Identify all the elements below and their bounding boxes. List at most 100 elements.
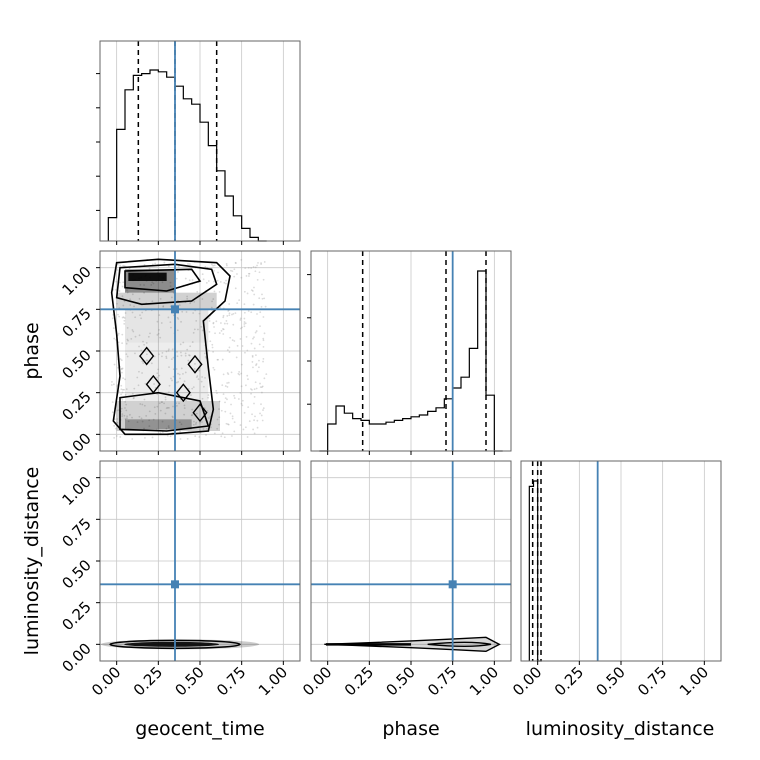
- scatter-point: [262, 316, 265, 318]
- scatter-point: [175, 368, 178, 370]
- scatter-point: [176, 351, 178, 353]
- scatter-point: [186, 348, 189, 351]
- scatter-point: [113, 363, 116, 366]
- y-tick-label: 0.25: [58, 388, 94, 424]
- scatter-point: [243, 325, 246, 328]
- scatter-point: [125, 342, 128, 345]
- scatter-point: [200, 326, 203, 328]
- x-tick-label: 0.50: [592, 663, 628, 699]
- scatter-point: [167, 425, 170, 427]
- scatter-point: [158, 402, 161, 405]
- contour-inner: [427, 641, 492, 648]
- density-cell: [128, 272, 167, 281]
- scatter-point: [160, 322, 163, 324]
- scatter-point: [243, 321, 246, 323]
- scatter-point: [159, 336, 162, 339]
- scatter-point: [192, 331, 195, 334]
- scatter-point: [213, 368, 216, 371]
- scatter-point: [162, 305, 165, 308]
- scatter-point: [123, 322, 126, 325]
- scatter-point: [263, 297, 266, 300]
- scatter-point: [116, 269, 119, 271]
- scatter-point: [139, 403, 142, 405]
- scatter-point: [198, 369, 201, 372]
- scatter-point: [195, 421, 198, 424]
- scatter-point: [212, 366, 215, 369]
- scatter-point: [224, 410, 227, 413]
- scatter-point: [222, 373, 225, 376]
- x-tick-label: 0.75: [213, 663, 249, 699]
- scatter-point: [141, 420, 144, 423]
- x-axis-label-phase: phase: [382, 718, 439, 740]
- scatter-point: [240, 276, 243, 279]
- scatter-point: [196, 328, 199, 331]
- scatter-point: [239, 317, 242, 320]
- scatter-point: [160, 401, 163, 404]
- scatter-point: [228, 346, 231, 349]
- scatter-point: [127, 339, 129, 342]
- scatter-point: [143, 284, 145, 286]
- scatter-point: [233, 268, 236, 271]
- scatter-point: [235, 356, 238, 359]
- scatter-point: [243, 303, 246, 306]
- scatter-point: [256, 426, 259, 429]
- scatter-point: [240, 258, 243, 261]
- scatter-point: [145, 414, 148, 417]
- scatter-point: [171, 415, 174, 418]
- scatter-point: [117, 341, 120, 344]
- scatter-point: [227, 310, 230, 312]
- scatter-point: [177, 380, 180, 383]
- scatter-point: [218, 408, 220, 410]
- scatter-point: [207, 280, 210, 282]
- scatter-point: [194, 423, 197, 425]
- scatter-point: [200, 380, 203, 383]
- scatter-point: [250, 392, 252, 395]
- scatter-point: [151, 281, 154, 284]
- y-tick-label: 0.25: [58, 598, 94, 634]
- scatter-point: [252, 266, 255, 268]
- scatter-point: [234, 287, 237, 290]
- scatter-point: [223, 322, 226, 325]
- scatter-point: [138, 370, 140, 373]
- x-tick-label: 0.25: [130, 663, 166, 699]
- scatter-point: [121, 333, 124, 336]
- scatter-point: [263, 377, 266, 380]
- x-tick-label: 0.00: [88, 663, 124, 699]
- scatter-point: [247, 267, 250, 269]
- scatter-point: [204, 356, 207, 358]
- scatter-point: [190, 414, 193, 417]
- scatter-point: [153, 406, 156, 409]
- x-tick-label: 0.25: [341, 663, 377, 699]
- scatter-point: [220, 322, 222, 324]
- scatter-point: [205, 282, 208, 284]
- scatter-point: [258, 366, 260, 369]
- scatter-point: [207, 394, 210, 396]
- scatter-point: [125, 388, 128, 390]
- scatter-point: [180, 354, 183, 357]
- scatter-point: [111, 401, 114, 404]
- scatter-point: [231, 417, 234, 420]
- scatter-point: [218, 416, 221, 419]
- y-tick-label: 0.75: [58, 304, 94, 340]
- scatter-point: [149, 332, 151, 335]
- scatter-point: [225, 263, 228, 265]
- scatter-point: [262, 337, 265, 340]
- scatter-point: [247, 310, 250, 312]
- scatter-point: [230, 371, 233, 374]
- scatter-point: [202, 428, 205, 430]
- contour-top: [115, 263, 218, 306]
- scatter-point: [137, 384, 140, 387]
- scatter-point: [244, 267, 247, 270]
- scatter-point: [243, 290, 246, 293]
- scatter-point: [239, 319, 242, 321]
- scatter-point: [210, 306, 213, 309]
- scatter-point: [196, 375, 199, 377]
- scatter-point: [159, 298, 162, 300]
- scatter-point: [239, 424, 242, 426]
- histogram-step-luminosity-distance: [528, 480, 542, 662]
- scatter-point: [166, 434, 169, 437]
- scatter-point: [226, 349, 229, 351]
- scatter-point: [228, 303, 231, 305]
- x-tick-label: 0.25: [551, 663, 587, 699]
- scatter-point: [131, 392, 134, 395]
